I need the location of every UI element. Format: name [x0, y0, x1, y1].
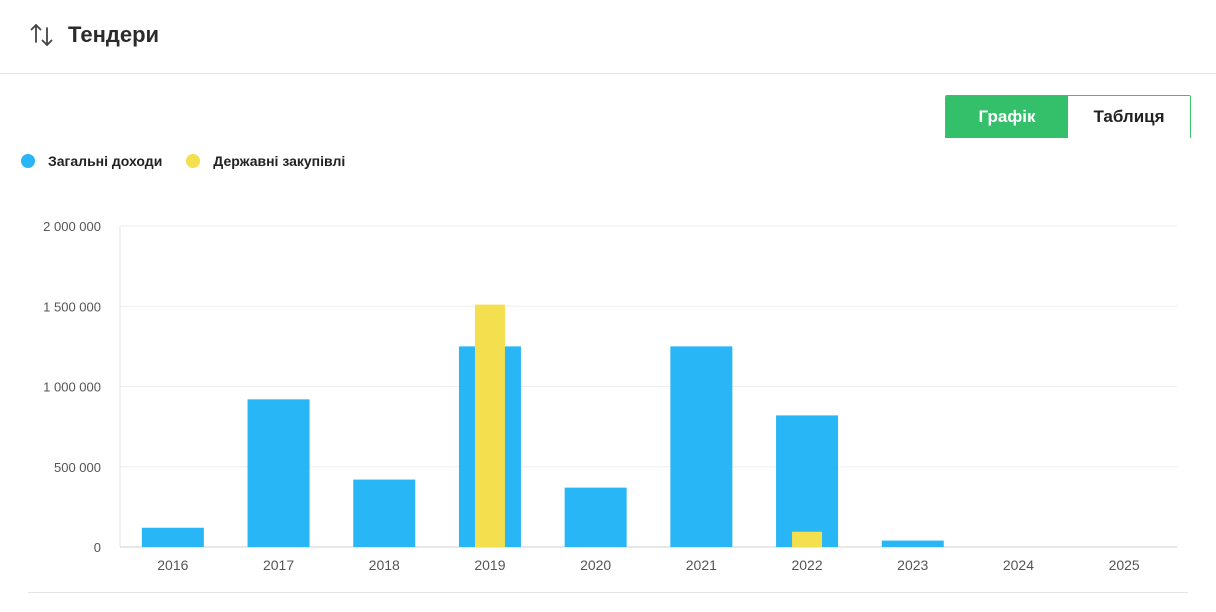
- bar-total-income: [564, 487, 627, 547]
- bar-total-income: [353, 479, 416, 547]
- x-tick-label: 2025: [1109, 557, 1140, 573]
- legend-label-total-income: Загальні доходи: [48, 153, 163, 169]
- bar-procurement: [474, 304, 505, 547]
- x-tick-label: 2019: [474, 557, 505, 573]
- bar-total-income: [776, 415, 839, 547]
- y-tick-label: 0: [94, 540, 101, 555]
- page-title: Тендери: [68, 22, 160, 47]
- sort-arrows-icon: [28, 22, 56, 53]
- bar-chart: 0 500 000 1 000 000 1 500 000 2 000 000 2016 2…: [43, 219, 1177, 573]
- x-tick-label: 2023: [897, 557, 928, 573]
- y-tick-label: 500 000: [54, 460, 101, 475]
- legend-label-procurement: Державні закупівлі: [213, 153, 346, 169]
- view-toggle: Графік Таблиця: [945, 95, 1191, 138]
- legend-item-procurement[interactable]: Державні закупівлі: [186, 153, 345, 169]
- bar-procurement: [792, 531, 823, 547]
- x-tick-label: 2021: [686, 557, 717, 573]
- y-tick-label: 1 500 000: [43, 299, 101, 314]
- y-tick-label: 2 000 000: [43, 219, 101, 234]
- x-tick-label: 2020: [580, 557, 611, 573]
- legend-dot-total-income: [21, 154, 35, 168]
- chart-legend: Загальні доходи Державні закупівлі: [21, 153, 369, 169]
- x-tick-label: 2024: [1003, 557, 1034, 573]
- chart-view-button[interactable]: Графік: [946, 96, 1068, 138]
- table-view-button[interactable]: Таблиця: [1068, 96, 1190, 138]
- x-tick-label: 2022: [791, 557, 822, 573]
- page-header: Тендери: [0, 0, 1216, 74]
- legend-item-total-income[interactable]: Загальні доходи: [21, 153, 162, 169]
- x-tick-label: 2018: [369, 557, 400, 573]
- bar-total-income: [881, 540, 944, 547]
- x-tick-label: 2017: [263, 557, 294, 573]
- bar-total-income: [670, 346, 733, 547]
- bar-total-income: [141, 527, 204, 547]
- legend-dot-procurement: [186, 154, 201, 168]
- y-tick-label: 1 000 000: [43, 380, 101, 395]
- footer-divider: [28, 592, 1188, 593]
- x-tick-label: 2016: [157, 557, 188, 573]
- bar-total-income: [247, 399, 310, 547]
